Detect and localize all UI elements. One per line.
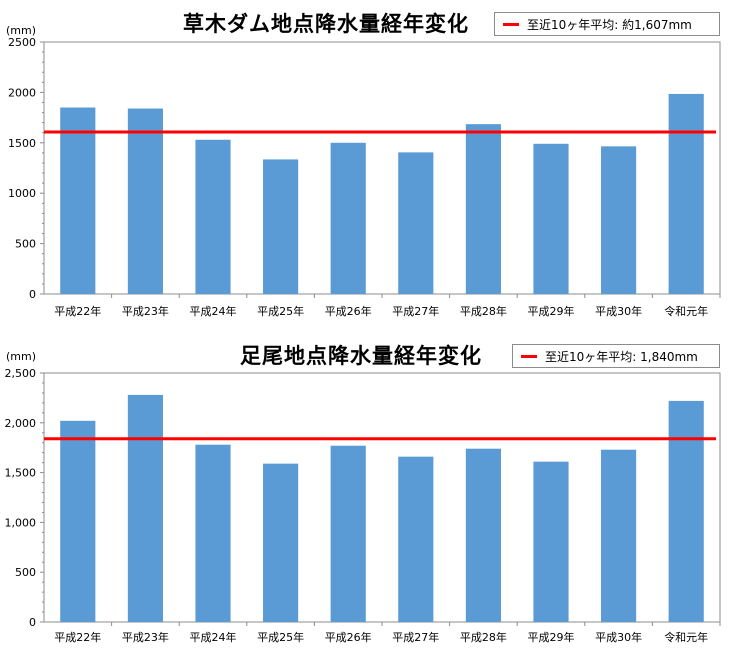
bar: [127, 108, 163, 294]
bar: [668, 400, 704, 622]
bar: [195, 139, 231, 294]
y-tick-label: 2500: [8, 36, 36, 49]
bar: [195, 444, 231, 622]
x-tick-label: 平成28年: [460, 630, 507, 644]
bar: [465, 124, 501, 294]
x-tick-label: 平成29年: [528, 630, 575, 644]
x-tick-label: 平成30年: [595, 630, 642, 644]
bar: [330, 142, 366, 294]
chart-svg: 0 500 1,000 1,500 2,000 2,500 平成22年 平成23年 平成24年 平…: [5, 367, 721, 644]
bar: [601, 449, 637, 622]
bar: [465, 448, 501, 622]
y-tick-label: 1000: [8, 187, 36, 200]
y-tick-label: 1,000: [5, 516, 37, 529]
y-tick-label: 0: [29, 288, 36, 301]
bar: [668, 93, 704, 294]
y-tick-label: 1,500: [5, 467, 37, 480]
legend: 至近10ヶ年平均: 1,840mm: [512, 344, 720, 368]
chart-title: 草木ダム地点降水量経年変化: [183, 12, 469, 36]
legend-label: 至近10ヶ年平均: 約1,607mm: [527, 17, 692, 32]
x-tick-label: 令和元年: [664, 304, 708, 318]
bar: [60, 107, 96, 295]
y-tick-label: 1500: [8, 137, 36, 150]
legend-label: 至近10ヶ年平均: 1,840mm: [545, 349, 698, 364]
y-unit-label: (mm): [6, 350, 37, 363]
chart-svg: 0 500 1000 1500 2000 2500 平成22年 平成23年 平成24年 平成25年…: [8, 36, 721, 318]
x-tick-label: 平成26年: [325, 304, 372, 318]
x-tick-label: 平成28年: [460, 304, 507, 318]
legend: 至近10ヶ年平均: 約1,607mm: [494, 12, 720, 36]
bar: [60, 420, 96, 622]
x-tick-label: 平成23年: [122, 304, 169, 318]
x-tick-label: 平成24年: [190, 304, 237, 318]
bar: [398, 152, 434, 294]
x-tick-label: 平成27年: [392, 630, 439, 644]
bar: [601, 146, 637, 294]
x-tick-label: 平成27年: [392, 304, 439, 318]
bar: [533, 143, 569, 294]
x-tick-label: 平成25年: [257, 304, 304, 318]
y-tick-label: 0: [29, 616, 36, 629]
y-tick-label: 2,500: [5, 367, 37, 380]
x-tick-label: 平成26年: [325, 630, 372, 644]
chart-panel-1: 草木ダム地点降水量経年変化 至近10ヶ年平均: 約1,607mm (mm) 0 5…: [0, 0, 749, 330]
x-tick-label: 平成22年: [54, 304, 101, 318]
chart-panel-2: 足尾地点降水量経年変化 至近10ヶ年平均: 1,840mm (mm) 0 500 1…: [0, 330, 749, 668]
bar: [263, 159, 299, 294]
bar: [533, 461, 569, 622]
x-tick-label: 令和元年: [664, 630, 708, 644]
x-tick-label: 平成23年: [122, 630, 169, 644]
y-tick-label: 500: [15, 238, 36, 251]
y-unit-label: (mm): [6, 24, 37, 37]
x-tick-label: 平成25年: [257, 630, 304, 644]
bar: [127, 394, 163, 622]
bar: [263, 463, 299, 622]
y-tick-label: 2,000: [5, 417, 37, 430]
bar: [398, 456, 434, 622]
x-tick-label: 平成30年: [595, 304, 642, 318]
legend-swatch: [503, 22, 519, 26]
bar: [330, 445, 366, 622]
x-tick-label: 平成22年: [54, 630, 101, 644]
x-tick-label: 平成29年: [528, 304, 575, 318]
legend-swatch: [521, 354, 537, 358]
x-tick-label: 平成24年: [190, 630, 237, 644]
y-tick-label: 2000: [8, 86, 36, 99]
y-tick-label: 500: [15, 566, 36, 579]
chart-title: 足尾地点降水量経年変化: [240, 344, 482, 368]
